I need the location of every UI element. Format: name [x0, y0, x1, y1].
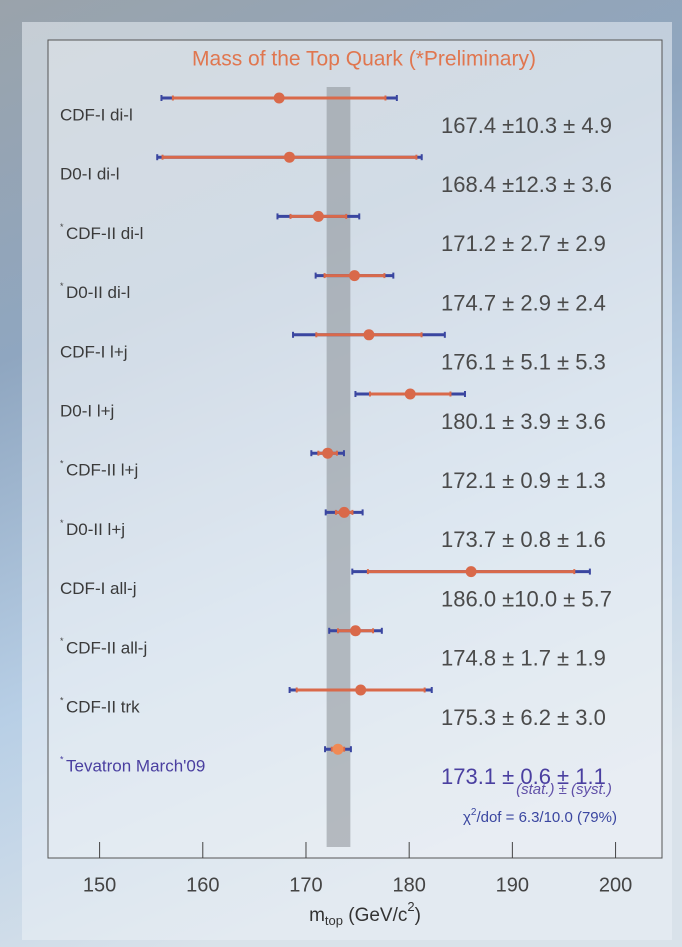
- note-marker: *: [60, 222, 64, 232]
- category-label: D0-II di-l: [66, 283, 130, 302]
- error-legend: (stat.) ± (syst.): [516, 781, 612, 798]
- category-label: D0-I di-l: [60, 165, 120, 184]
- category-label: D0-II l+j: [66, 520, 125, 539]
- chi2-symbol: χ: [463, 809, 471, 826]
- category-label: Tevatron March'09: [66, 757, 205, 776]
- note-marker: *: [60, 518, 64, 528]
- value-label: 168.4 ±12.3 ± 3.6: [441, 172, 612, 197]
- note-marker: *: [60, 459, 64, 469]
- value-label: 174.8 ± 1.7 ± 1.9: [441, 646, 606, 671]
- value-label: 171.2 ± 2.7 ± 2.9: [441, 231, 606, 256]
- x-axis-label: mtop (GeV/c2): [309, 899, 421, 928]
- point: [322, 447, 334, 459]
- point: [312, 210, 324, 222]
- x-label-unit: (GeV/c: [343, 905, 407, 926]
- note-marker: *: [60, 281, 64, 291]
- point: [338, 506, 350, 518]
- chart-title: Mass of the Top Quark (*Preliminary): [192, 48, 536, 71]
- note-marker: *: [60, 636, 64, 646]
- value-label: 176.1 ± 5.1 ± 5.3: [441, 350, 606, 375]
- x-tick-label: 160: [186, 874, 219, 896]
- point: [332, 743, 344, 755]
- plot-frame: [47, 39, 663, 859]
- point: [348, 270, 360, 282]
- point: [273, 92, 285, 104]
- x-label-sup: 2: [407, 899, 414, 914]
- category-label: CDF-II all-j: [66, 638, 147, 657]
- x-tick-label: 190: [496, 874, 529, 896]
- point: [363, 329, 375, 341]
- value-label: 174.7 ± 2.9 ± 2.4: [441, 290, 606, 315]
- note-marker: *: [60, 755, 64, 765]
- chi2-rest: /dof = 6.3/10.0 (79%): [476, 809, 617, 826]
- category-label: CDF-I di-l: [60, 105, 133, 124]
- category-label: CDF-II trk: [66, 697, 140, 716]
- chi2-sup: 2: [471, 807, 477, 818]
- value-label: 167.4 ±10.3 ± 4.9: [441, 113, 612, 138]
- x-tick-label: 170: [289, 874, 322, 896]
- x-tick-label: 200: [599, 874, 632, 896]
- category-label: CDF-II l+j: [66, 461, 138, 480]
- category-label: CDF-II di-l: [66, 224, 143, 243]
- x-tick-label: 150: [83, 874, 116, 896]
- combined-band: [326, 87, 351, 847]
- point: [283, 151, 295, 163]
- x-label-sub: top: [325, 913, 343, 928]
- category-label: CDF-I all-j: [60, 579, 137, 598]
- point: [350, 625, 362, 637]
- x-label-end: ): [415, 905, 421, 926]
- point: [404, 388, 416, 400]
- value-label: 175.3 ± 6.2 ± 3.0: [441, 705, 606, 730]
- chi2-annotation: χ2/dof = 6.3/10.0 (79%): [463, 807, 617, 826]
- value-label: 173.7 ± 0.8 ± 1.6: [441, 527, 606, 552]
- category-label: CDF-I l+j: [60, 342, 128, 361]
- note-marker: *: [60, 695, 64, 705]
- value-label: 180.1 ± 3.9 ± 3.6: [441, 409, 606, 434]
- x-label-main: m: [309, 905, 325, 926]
- value-label: 173.1 ± 0.6 ± 1.1: [441, 764, 606, 789]
- x-tick-label: 180: [392, 874, 425, 896]
- value-label: 172.1 ± 0.9 ± 1.3: [441, 468, 606, 493]
- point: [355, 684, 367, 696]
- value-label: 186.0 ±10.0 ± 5.7: [441, 586, 612, 611]
- category-label: D0-I l+j: [60, 401, 114, 420]
- point: [465, 566, 477, 578]
